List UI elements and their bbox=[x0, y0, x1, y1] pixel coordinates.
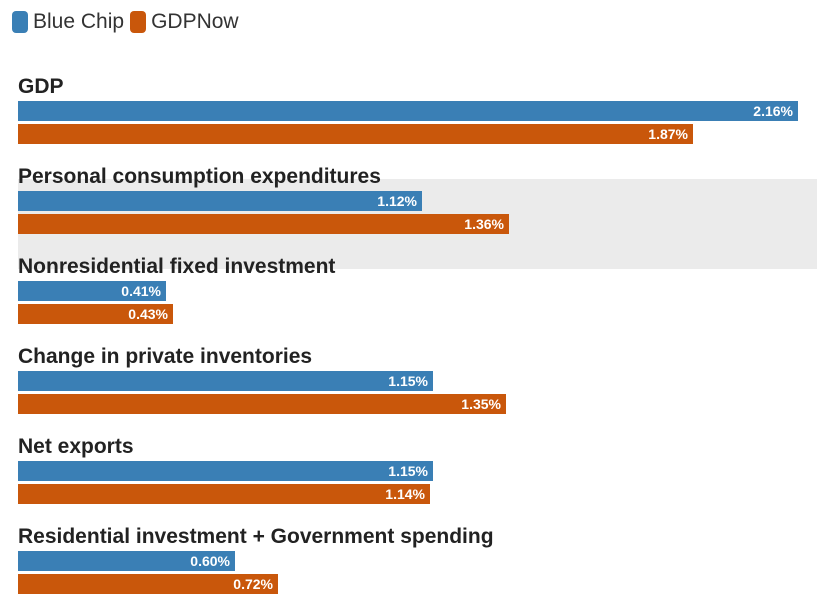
legend-label-blue-chip: Blue Chip bbox=[33, 10, 125, 33]
legend-swatch-gdpnow bbox=[130, 11, 147, 33]
legend-item-blue-chip[interactable]: Blue Chip bbox=[12, 10, 124, 34]
bar-change-in-private-inventories-blue-chip[interactable]: 1.15% bbox=[18, 371, 433, 391]
bar-value-label: 1.36% bbox=[464, 216, 504, 232]
bar-value-label: 0.41% bbox=[121, 283, 161, 299]
bar-nonresidential-fixed-investment-blue-chip[interactable]: 0.41% bbox=[18, 281, 166, 301]
bar-value-label: 2.16% bbox=[753, 103, 793, 119]
category-title-nonresidential-fixed-investment: Nonresidential fixed investment bbox=[18, 255, 336, 278]
bar-value-label: 0.43% bbox=[128, 306, 168, 322]
category-title-personal-consumption-expenditures: Personal consumption expenditures bbox=[18, 165, 381, 188]
bar-gdp-blue-chip[interactable]: 2.16% bbox=[18, 101, 798, 121]
bar-value-label: 0.60% bbox=[190, 553, 230, 569]
bar-change-in-private-inventories-gdpnow[interactable]: 1.35% bbox=[18, 394, 506, 414]
bar-net-exports-gdpnow[interactable]: 1.14% bbox=[18, 484, 430, 504]
bar-residential-investment-government-spending-gdpnow[interactable]: 0.72% bbox=[18, 574, 278, 594]
bar-value-label: 1.15% bbox=[388, 373, 428, 389]
bar-value-label: 1.14% bbox=[385, 486, 425, 502]
bar-residential-investment-government-spending-blue-chip[interactable]: 0.60% bbox=[18, 551, 235, 571]
bar-personal-consumption-expenditures-gdpnow[interactable]: 1.36% bbox=[18, 214, 509, 234]
bar-net-exports-blue-chip[interactable]: 1.15% bbox=[18, 461, 433, 481]
bar-nonresidential-fixed-investment-gdpnow[interactable]: 0.43% bbox=[18, 304, 173, 324]
legend: Blue Chip GDPNow bbox=[12, 10, 245, 34]
category-title-change-in-private-inventories: Change in private inventories bbox=[18, 345, 313, 368]
category-title-residential-investment-government-spending: Residential investment + Government spen… bbox=[18, 525, 494, 548]
legend-swatch-blue-chip bbox=[12, 11, 28, 33]
bar-value-label: 0.72% bbox=[233, 576, 273, 592]
bar-value-label: 1.15% bbox=[388, 463, 428, 479]
legend-item-gdpnow[interactable]: GDPNow bbox=[130, 10, 239, 34]
category-title-net-exports: Net exports bbox=[18, 435, 134, 458]
bar-value-label: 1.12% bbox=[377, 193, 417, 209]
bar-value-label: 1.87% bbox=[648, 126, 688, 142]
category-title-gdp: GDP bbox=[18, 75, 64, 98]
bar-gdp-gdpnow[interactable]: 1.87% bbox=[18, 124, 693, 144]
legend-label-gdpnow: GDPNow bbox=[151, 10, 239, 33]
bar-value-label: 1.35% bbox=[461, 396, 501, 412]
bar-personal-consumption-expenditures-blue-chip[interactable]: 1.12% bbox=[18, 191, 422, 211]
